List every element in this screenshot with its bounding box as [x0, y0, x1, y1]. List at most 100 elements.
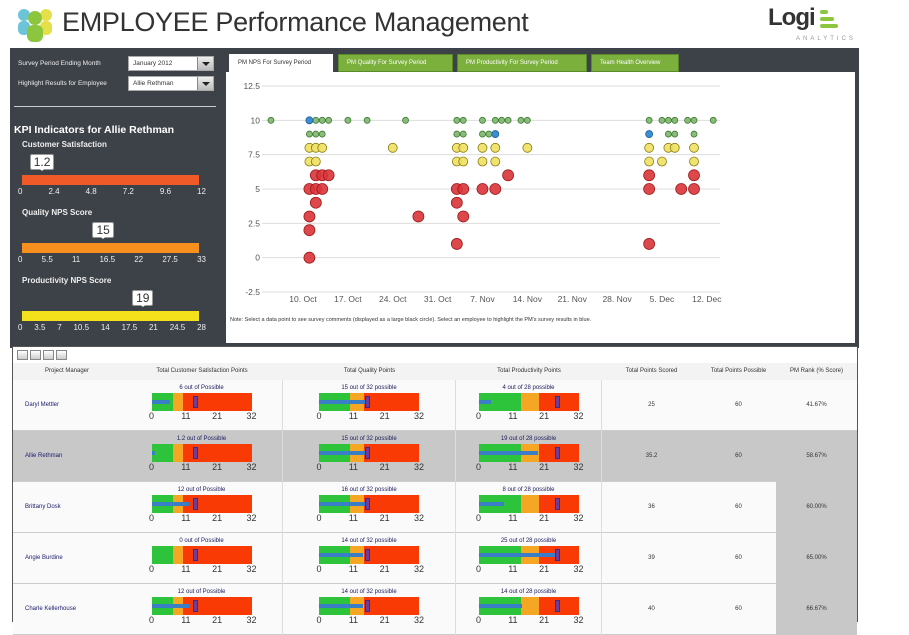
data-point[interactable] — [458, 142, 469, 153]
table-row[interactable]: Charle Kellerhouse 12 out of Possible 0 11 2… — [13, 584, 857, 635]
data-point-highlighted[interactable] — [491, 130, 500, 138]
data-point[interactable] — [325, 116, 333, 124]
data-point[interactable] — [453, 116, 461, 124]
data-point[interactable] — [267, 116, 275, 124]
data-point[interactable] — [412, 210, 425, 223]
pm-name[interactable]: Daryl Mettler — [25, 402, 60, 408]
period-select[interactable]: January 2012 — [128, 56, 214, 71]
data-point[interactable] — [675, 183, 688, 195]
pm-name[interactable]: Charle Kellerhouse — [25, 606, 77, 612]
data-point[interactable] — [669, 142, 680, 153]
data-point[interactable] — [498, 116, 506, 124]
data-point[interactable] — [459, 130, 467, 138]
data-point[interactable] — [643, 183, 656, 195]
data-point[interactable] — [344, 116, 352, 124]
data-point[interactable] — [643, 238, 656, 250]
column-header[interactable]: Total Points Scored — [602, 363, 701, 380]
data-point[interactable] — [450, 238, 463, 250]
export-icon[interactable] — [30, 350, 41, 360]
data-point[interactable] — [517, 116, 525, 124]
data-point[interactable] — [690, 130, 698, 138]
data-point[interactable] — [664, 130, 672, 138]
data-point[interactable] — [457, 210, 470, 223]
data-point[interactable] — [671, 130, 679, 138]
data-point[interactable] — [664, 116, 672, 124]
employee-select[interactable]: Allie Rethman — [128, 76, 214, 91]
column-header[interactable]: Total Productivity Points — [456, 363, 602, 380]
data-point[interactable] — [476, 183, 489, 195]
data-point[interactable] — [363, 116, 371, 124]
data-point[interactable] — [489, 183, 502, 195]
data-point[interactable] — [306, 130, 313, 138]
data-point[interactable] — [310, 156, 321, 167]
table-row[interactable]: Allie Rethman 1.2 out of Possible 0 11 21 32 1… — [13, 431, 857, 482]
data-point[interactable] — [502, 169, 515, 182]
data-point[interactable] — [312, 116, 320, 124]
data-point[interactable] — [459, 116, 467, 124]
data-point[interactable] — [688, 169, 700, 182]
data-point[interactable] — [709, 116, 717, 124]
export-icon[interactable] — [17, 350, 28, 360]
data-point[interactable] — [477, 142, 488, 153]
data-point-highlighted[interactable] — [645, 130, 654, 138]
data-point[interactable] — [458, 156, 469, 167]
column-header[interactable]: Total Points Possible — [701, 363, 776, 380]
chevron-down-icon[interactable] — [197, 77, 213, 90]
data-point[interactable] — [688, 183, 700, 195]
pm-name[interactable]: Allie Rethman — [25, 453, 63, 459]
column-header[interactable]: PM Rank (% Score) — [776, 363, 857, 380]
data-point[interactable] — [453, 130, 461, 138]
data-point[interactable] — [312, 130, 320, 138]
chevron-down-icon[interactable] — [197, 57, 213, 70]
data-point[interactable] — [322, 169, 335, 182]
table-row[interactable]: Angie Burdine 0 out of Possible 0 11 21 32 14 … — [13, 533, 857, 584]
data-point[interactable] — [644, 156, 655, 167]
data-point[interactable] — [643, 169, 656, 182]
data-point[interactable] — [645, 116, 653, 124]
tab-pm-quality-for-survey-period[interactable]: PM Quality For Survey Period — [338, 54, 453, 72]
data-point[interactable] — [303, 251, 316, 264]
data-point[interactable] — [485, 130, 493, 138]
data-point[interactable] — [490, 142, 501, 153]
data-point[interactable] — [690, 116, 698, 124]
tab-team-health-overview[interactable]: Team Health Overview — [591, 54, 679, 72]
export-icon[interactable] — [56, 350, 67, 360]
table-row[interactable]: Brittany Dosk 12 out of Possible 0 11 21 32 16… — [13, 482, 857, 533]
data-point[interactable] — [671, 116, 679, 124]
data-point[interactable] — [491, 116, 499, 124]
data-point[interactable] — [387, 142, 398, 153]
column-header[interactable]: Project Manager — [13, 363, 121, 380]
data-point[interactable] — [309, 196, 322, 209]
data-point[interactable] — [318, 130, 326, 138]
tab-pm-nps-for-survey-period[interactable]: PM NPS For Survey Period — [229, 54, 333, 73]
data-point[interactable] — [479, 130, 486, 138]
data-point[interactable] — [479, 116, 486, 124]
data-point[interactable] — [450, 196, 463, 209]
data-point[interactable] — [490, 156, 501, 167]
tab-pm-productivity-for-survey-period[interactable]: PM Productivity For Survey Period — [457, 54, 587, 72]
data-point[interactable] — [477, 156, 488, 167]
data-point[interactable] — [402, 116, 409, 124]
pm-name[interactable]: Brittany Dosk — [25, 504, 61, 510]
data-point[interactable] — [689, 156, 699, 167]
column-header[interactable]: Total Customer Satisfaction Points — [121, 363, 283, 380]
table-row[interactable]: Daryl Mettler 6 out of Possible 0 11 21 32 15 … — [13, 380, 857, 431]
data-point[interactable] — [317, 142, 328, 153]
data-point[interactable] — [457, 183, 470, 195]
data-point[interactable] — [522, 142, 533, 153]
export-icon[interactable] — [43, 350, 54, 360]
data-point[interactable] — [657, 156, 667, 167]
data-point[interactable] — [684, 116, 692, 124]
data-point[interactable] — [303, 210, 316, 223]
data-point[interactable] — [523, 116, 531, 124]
data-point[interactable] — [504, 116, 512, 124]
data-point[interactable] — [644, 142, 655, 153]
data-point[interactable] — [303, 224, 316, 237]
column-header[interactable]: Total Quality Points — [283, 363, 456, 380]
pm-name[interactable]: Angie Burdine — [25, 555, 63, 561]
data-point[interactable] — [318, 116, 326, 124]
data-point-highlighted[interactable] — [305, 116, 314, 125]
data-point[interactable] — [689, 142, 699, 153]
data-point[interactable] — [316, 183, 329, 195]
data-point[interactable] — [658, 116, 666, 124]
